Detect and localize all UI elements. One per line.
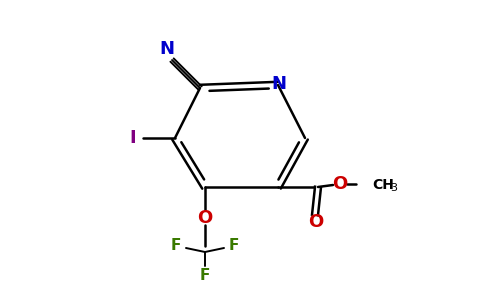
Text: N: N bbox=[272, 75, 287, 93]
Text: N: N bbox=[160, 40, 175, 58]
Text: 3: 3 bbox=[390, 183, 397, 193]
Text: O: O bbox=[197, 209, 212, 227]
Text: O: O bbox=[308, 213, 324, 231]
Text: F: F bbox=[229, 238, 239, 253]
Text: F: F bbox=[171, 238, 181, 253]
Text: CH: CH bbox=[372, 178, 394, 192]
Text: F: F bbox=[200, 268, 210, 284]
Text: I: I bbox=[130, 129, 136, 147]
Text: O: O bbox=[333, 175, 348, 193]
